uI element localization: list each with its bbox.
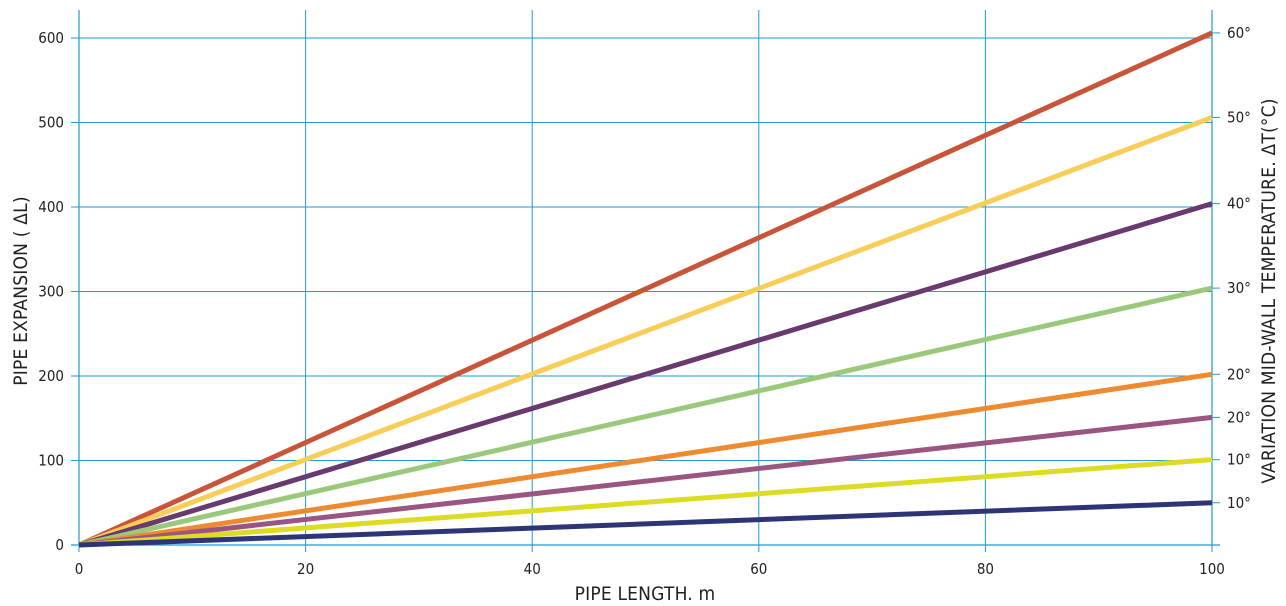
series-line	[78, 115, 1213, 548]
series-line	[78, 500, 1213, 548]
x-tick-labels: 0 20 40 60 80 100	[75, 560, 1225, 578]
y-tick-label: 100	[38, 452, 64, 470]
y-tick-label: 600	[38, 29, 64, 47]
temperature-label: 30°	[1227, 279, 1251, 297]
series-line	[78, 457, 1213, 548]
temperature-label: 40°	[1227, 195, 1251, 213]
grid-lines	[78, 10, 1213, 545]
temperature-label: 50°	[1227, 108, 1251, 126]
x-tick-label: 60	[750, 560, 767, 578]
y-axis-title: PIPE EXPANSION ( ΔL)	[10, 196, 32, 385]
y-tick-label: 400	[38, 198, 64, 216]
series-line	[77, 30, 1214, 548]
temperature-label: 20°	[1227, 365, 1251, 383]
series-lines	[77, 30, 1214, 548]
series-line	[78, 414, 1213, 548]
y-tick-label: 0	[55, 536, 64, 554]
temperature-label: 60°	[1227, 24, 1251, 42]
right-axis-title: VARIATION MID-WALL TEMPERATURE. ΔT(°C)	[1258, 98, 1280, 483]
temperature-labels: 60° 50° 40° 30° 20° 20° 10° 10°	[1227, 24, 1251, 512]
x-tick-label: 100	[1199, 560, 1225, 578]
axes	[71, 10, 1220, 552]
series-line	[78, 201, 1213, 548]
x-tick-label: 20	[297, 560, 314, 578]
x-tick-label: 0	[75, 560, 84, 578]
y-tick-label: 500	[38, 114, 64, 132]
x-axis-title: PIPE LENGTH. m	[575, 583, 716, 605]
y-tick-label: 300	[38, 283, 64, 301]
series-line	[78, 285, 1213, 548]
y-tick-label: 200	[38, 367, 64, 385]
y-tick-labels: 0 100 200 300 400 500 600	[38, 29, 64, 554]
temperature-label: 10°	[1227, 494, 1251, 512]
temperature-label: 20°	[1227, 408, 1251, 426]
x-tick-label: 80	[977, 560, 994, 578]
temperature-label: 10°	[1227, 451, 1251, 469]
series-line	[78, 371, 1213, 548]
x-tick-label: 40	[524, 560, 541, 578]
